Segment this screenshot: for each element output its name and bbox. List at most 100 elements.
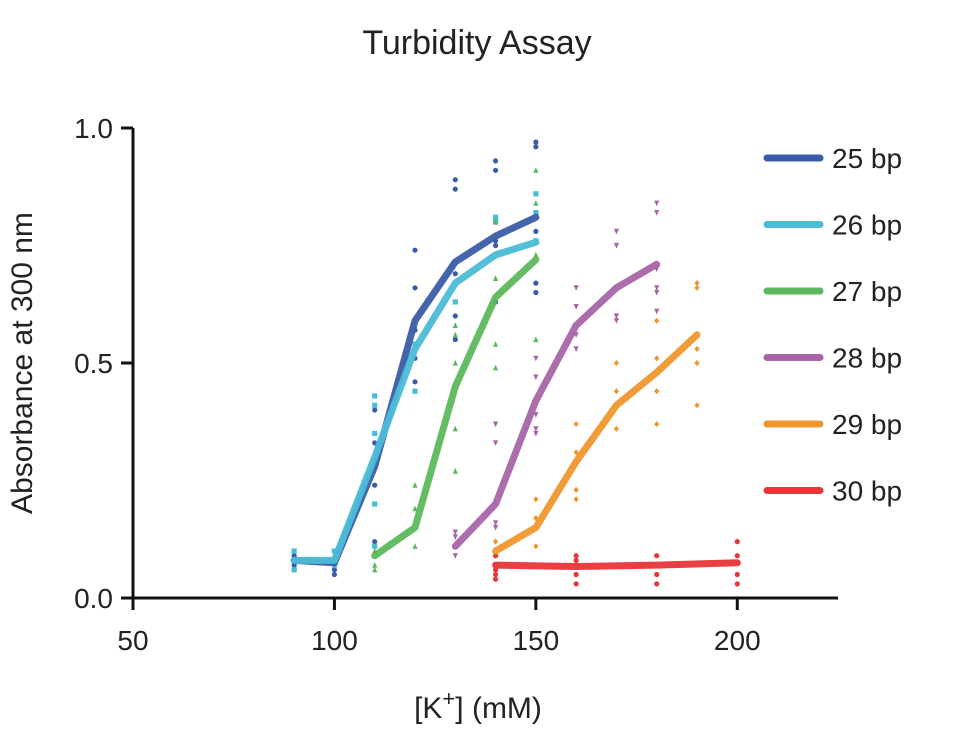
x-axis-label-tail: ] (mM) xyxy=(455,692,542,725)
replicate-point xyxy=(372,393,378,399)
replicate-point xyxy=(533,167,539,173)
replicate-point xyxy=(492,524,499,531)
replicate-point xyxy=(533,210,539,216)
series-line-26bp xyxy=(290,238,540,564)
replicate-point xyxy=(372,539,378,545)
y-axis-label: Absorbance at 300 nm xyxy=(6,212,39,514)
replicate-point xyxy=(492,576,499,582)
x-tick-label: 150 xyxy=(512,625,559,656)
replicate-point xyxy=(492,520,499,526)
x-tick-label: 100 xyxy=(311,625,358,656)
replicate-point xyxy=(372,562,378,568)
chart-title: Turbidity Assay xyxy=(362,24,591,62)
replicate-point xyxy=(452,529,458,536)
replicate-point xyxy=(654,355,660,362)
legend-label: 29 bp xyxy=(832,409,902,440)
replicate-point xyxy=(573,557,579,564)
replicate-point xyxy=(654,289,660,296)
replicate-point xyxy=(452,313,458,319)
replicate-point xyxy=(654,581,660,587)
replicate-point xyxy=(492,158,499,164)
series-line-29bp xyxy=(492,331,701,555)
x-axis-label-main: [K xyxy=(414,692,442,725)
replicate-point xyxy=(654,388,660,395)
replicate-point xyxy=(412,247,418,253)
replicate-point xyxy=(533,355,539,362)
replicate-point xyxy=(492,242,499,249)
replicate-point xyxy=(533,144,539,150)
replicate-point xyxy=(492,538,499,545)
replicate-point xyxy=(412,482,418,488)
replicate-point xyxy=(573,421,579,428)
replicate-point xyxy=(694,345,700,352)
replicate-point xyxy=(654,553,660,559)
replicate-point xyxy=(573,571,579,578)
series-line-27bp xyxy=(371,256,540,560)
axes: 50 100 150 200 0.0 0.5 1.0 xyxy=(74,113,838,656)
replicate-point xyxy=(372,566,378,573)
replicate-point xyxy=(573,553,579,559)
replicate-point xyxy=(372,501,378,507)
x-tick-label: 50 xyxy=(117,625,148,656)
replicate-point xyxy=(492,421,499,428)
legend-label: 26 bp xyxy=(832,210,902,241)
replicate-point xyxy=(291,567,297,573)
replicate-point xyxy=(492,214,499,220)
replicate-point xyxy=(372,407,378,413)
replicate-point xyxy=(694,359,700,367)
replicate-point xyxy=(533,336,539,343)
replicate-point xyxy=(654,317,660,324)
replicate-point xyxy=(492,218,499,225)
replicate-point xyxy=(492,440,499,446)
replicate-point xyxy=(654,285,660,291)
replicate-point xyxy=(492,553,499,559)
series-line-30bp xyxy=(492,559,741,570)
x-axis-label: [K+] (mM) xyxy=(414,686,542,725)
replicate-point xyxy=(613,242,620,249)
replicate-point xyxy=(452,299,458,305)
replicate-point xyxy=(533,251,539,258)
replicate-point xyxy=(613,359,620,367)
replicate-point xyxy=(533,543,539,550)
replicate-point xyxy=(331,567,338,573)
replicate-point xyxy=(452,425,458,432)
replicate-point xyxy=(412,285,418,291)
replicate-point xyxy=(533,289,539,296)
replicate-point xyxy=(654,308,660,315)
replicate-point xyxy=(694,284,700,291)
replicate-point xyxy=(573,346,579,352)
replicate-point xyxy=(734,539,740,545)
replicate-point xyxy=(533,228,539,234)
y-tick-label: 0.5 xyxy=(74,348,113,379)
replicate-point xyxy=(291,548,297,554)
replicate-point xyxy=(654,571,660,578)
legend-label: 25 bp xyxy=(832,143,902,174)
x-axis-label-sup: + xyxy=(442,686,455,711)
y-tick-label: 0.0 xyxy=(74,583,113,614)
replicate-point xyxy=(734,571,740,578)
replicate-point xyxy=(533,426,539,432)
replicate-point xyxy=(492,571,499,578)
replicate-point xyxy=(492,275,499,281)
replicate-point xyxy=(452,359,458,366)
replicate-point xyxy=(573,285,579,291)
replicate-point xyxy=(492,167,499,173)
replicate-point xyxy=(452,271,458,277)
series-line-28bp xyxy=(451,260,661,550)
replicate-point xyxy=(573,486,579,493)
replicate-point xyxy=(372,402,378,408)
x-tick-label: 200 xyxy=(714,625,761,656)
legend-label: 28 bp xyxy=(832,343,902,374)
replicate-point xyxy=(654,421,660,428)
replicate-point xyxy=(613,425,620,432)
replicate-point xyxy=(412,379,418,385)
replicate-point xyxy=(452,322,458,328)
replicate-point xyxy=(452,177,458,183)
replicate-point xyxy=(613,313,620,320)
replicate-point xyxy=(452,331,458,338)
mean-lines xyxy=(290,213,741,570)
replicate-point xyxy=(412,505,418,512)
replicate-point xyxy=(452,468,458,474)
legend: 25 bp 26 bp 27 bp 28 bp 29 bp 30 bp xyxy=(763,143,902,507)
